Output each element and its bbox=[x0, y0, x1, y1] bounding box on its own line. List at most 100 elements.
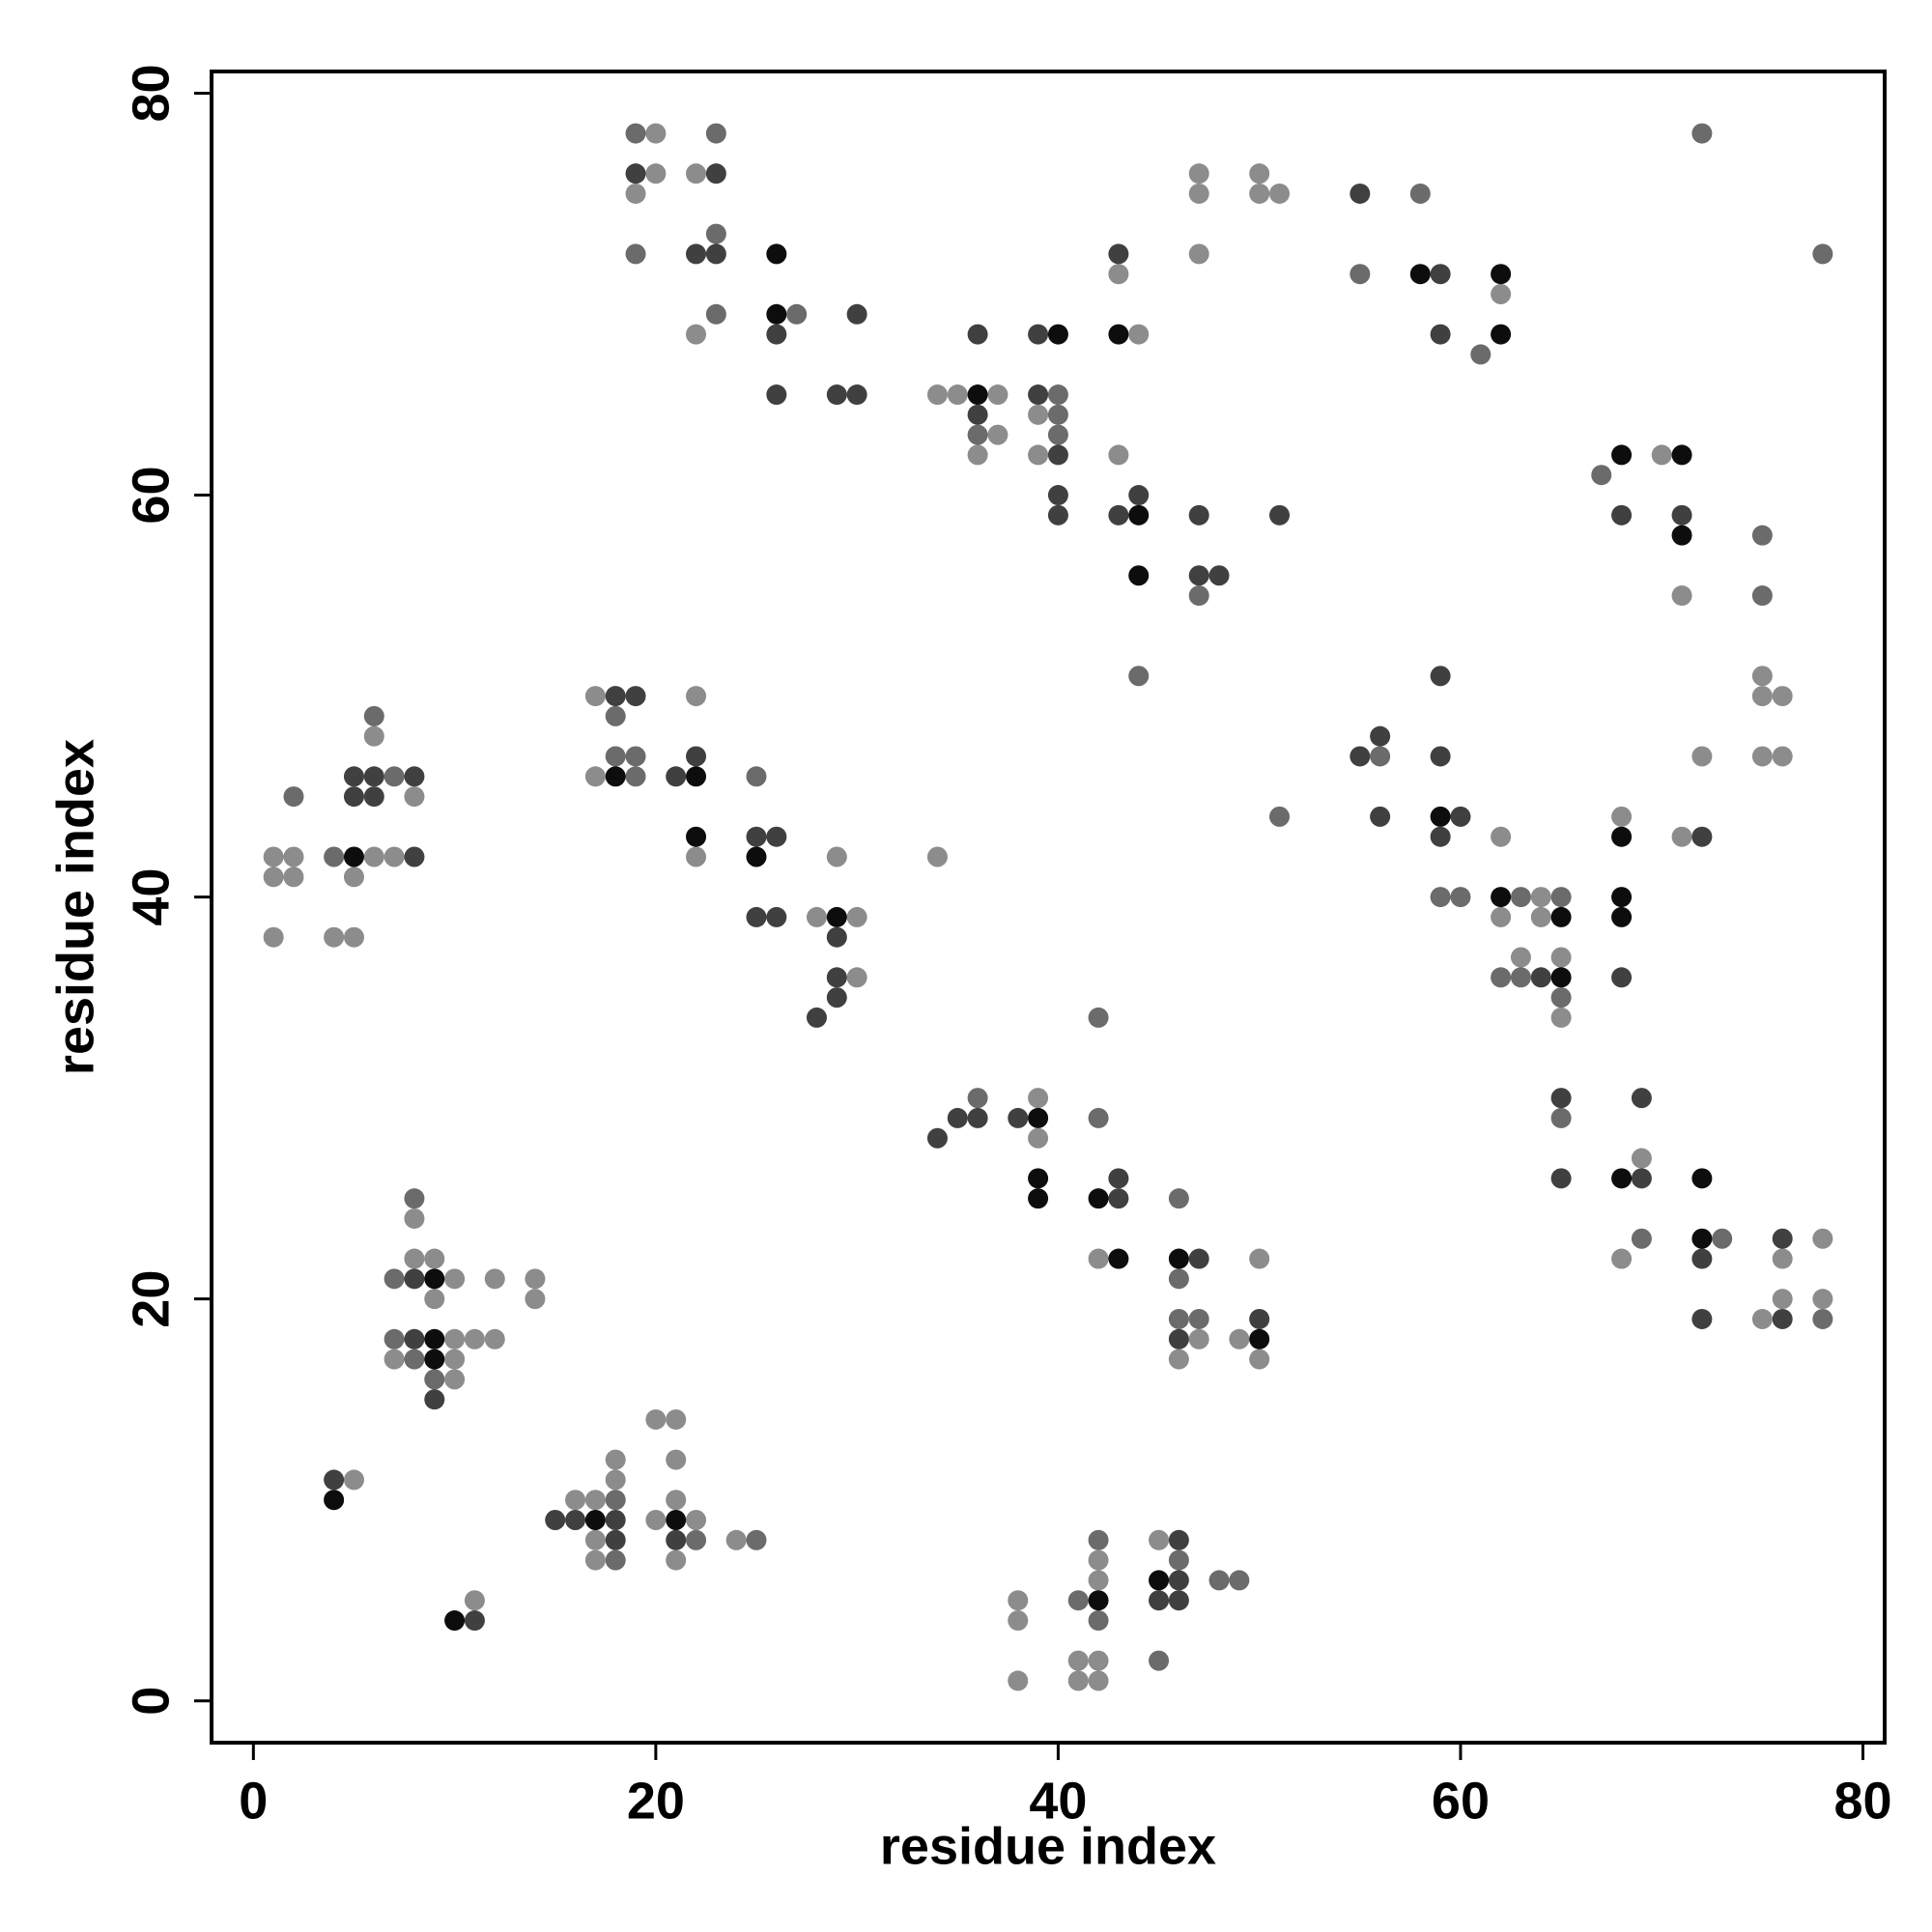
point bbox=[826, 384, 847, 406]
point bbox=[444, 1268, 466, 1290]
point bbox=[424, 1369, 445, 1390]
point bbox=[584, 1549, 606, 1571]
point bbox=[666, 1509, 687, 1530]
point bbox=[444, 1369, 466, 1390]
point bbox=[464, 1610, 485, 1632]
point bbox=[766, 384, 787, 406]
point bbox=[846, 384, 867, 406]
point bbox=[967, 1088, 988, 1109]
point bbox=[1611, 887, 1633, 908]
point bbox=[404, 1248, 425, 1269]
point bbox=[645, 123, 667, 144]
point bbox=[1108, 444, 1129, 466]
point bbox=[1208, 565, 1230, 586]
point bbox=[1028, 1127, 1049, 1149]
point bbox=[1611, 806, 1633, 827]
point bbox=[1168, 1349, 1189, 1370]
point bbox=[1772, 686, 1793, 707]
point bbox=[1550, 1007, 1572, 1028]
point bbox=[404, 1188, 425, 1209]
point bbox=[666, 766, 687, 787]
point bbox=[1671, 826, 1692, 847]
point bbox=[1691, 123, 1713, 144]
point bbox=[625, 163, 646, 185]
point bbox=[363, 725, 384, 747]
point bbox=[525, 1268, 546, 1290]
point bbox=[686, 163, 707, 185]
point bbox=[1350, 183, 1371, 204]
point bbox=[404, 846, 425, 867]
y-tick-label: 40 bbox=[122, 868, 180, 926]
point bbox=[1510, 967, 1531, 988]
point bbox=[826, 846, 847, 867]
point bbox=[967, 384, 988, 406]
point bbox=[1751, 746, 1773, 767]
point bbox=[1128, 504, 1150, 526]
point bbox=[786, 303, 808, 325]
point bbox=[1751, 585, 1773, 607]
point bbox=[1450, 887, 1471, 908]
point bbox=[1188, 504, 1209, 526]
point bbox=[746, 906, 767, 927]
point bbox=[1168, 1328, 1189, 1350]
point bbox=[1008, 1610, 1029, 1632]
point bbox=[766, 826, 787, 847]
point bbox=[1430, 887, 1451, 908]
point bbox=[1028, 444, 1049, 466]
point bbox=[846, 906, 867, 927]
point bbox=[1088, 1248, 1109, 1269]
point bbox=[766, 324, 787, 345]
point bbox=[363, 786, 384, 808]
point bbox=[645, 1408, 667, 1430]
point bbox=[1108, 1168, 1129, 1189]
point bbox=[1028, 1088, 1049, 1109]
point bbox=[1168, 1590, 1189, 1611]
point bbox=[1611, 504, 1633, 526]
point bbox=[1188, 585, 1209, 607]
point bbox=[1550, 1107, 1572, 1128]
point bbox=[686, 243, 707, 265]
point bbox=[1108, 264, 1129, 285]
point bbox=[584, 1509, 606, 1530]
point bbox=[1188, 1328, 1209, 1350]
point bbox=[645, 1509, 667, 1530]
point bbox=[1168, 1188, 1189, 1209]
point bbox=[1430, 666, 1451, 687]
y-tick-label: 80 bbox=[122, 64, 180, 122]
point bbox=[1188, 1248, 1209, 1269]
point bbox=[343, 846, 364, 867]
point bbox=[686, 1509, 707, 1530]
point bbox=[1611, 444, 1633, 466]
point bbox=[424, 1248, 445, 1269]
point bbox=[1108, 1248, 1129, 1269]
point bbox=[1430, 264, 1451, 285]
x-tick-label: 80 bbox=[1833, 1772, 1891, 1830]
point bbox=[1470, 344, 1492, 365]
point bbox=[686, 766, 707, 787]
x-tick-label: 0 bbox=[239, 1772, 268, 1830]
point bbox=[404, 1328, 425, 1350]
point bbox=[746, 1529, 767, 1550]
point bbox=[1491, 826, 1512, 847]
point bbox=[1812, 1308, 1833, 1329]
point bbox=[666, 1490, 687, 1511]
point bbox=[1047, 504, 1068, 526]
point bbox=[1088, 1570, 1109, 1591]
point bbox=[1691, 1308, 1713, 1329]
point bbox=[947, 1107, 968, 1128]
point bbox=[806, 906, 827, 927]
point bbox=[1088, 1670, 1109, 1691]
point bbox=[1491, 906, 1512, 927]
point bbox=[705, 223, 726, 244]
point bbox=[1067, 1590, 1089, 1611]
point bbox=[1409, 264, 1431, 285]
point bbox=[464, 1590, 485, 1611]
point bbox=[404, 1208, 425, 1229]
point bbox=[686, 686, 707, 707]
point bbox=[686, 1529, 707, 1550]
point bbox=[846, 303, 867, 325]
point bbox=[1691, 746, 1713, 767]
point bbox=[384, 846, 405, 867]
point bbox=[766, 243, 787, 265]
point bbox=[565, 1490, 586, 1511]
